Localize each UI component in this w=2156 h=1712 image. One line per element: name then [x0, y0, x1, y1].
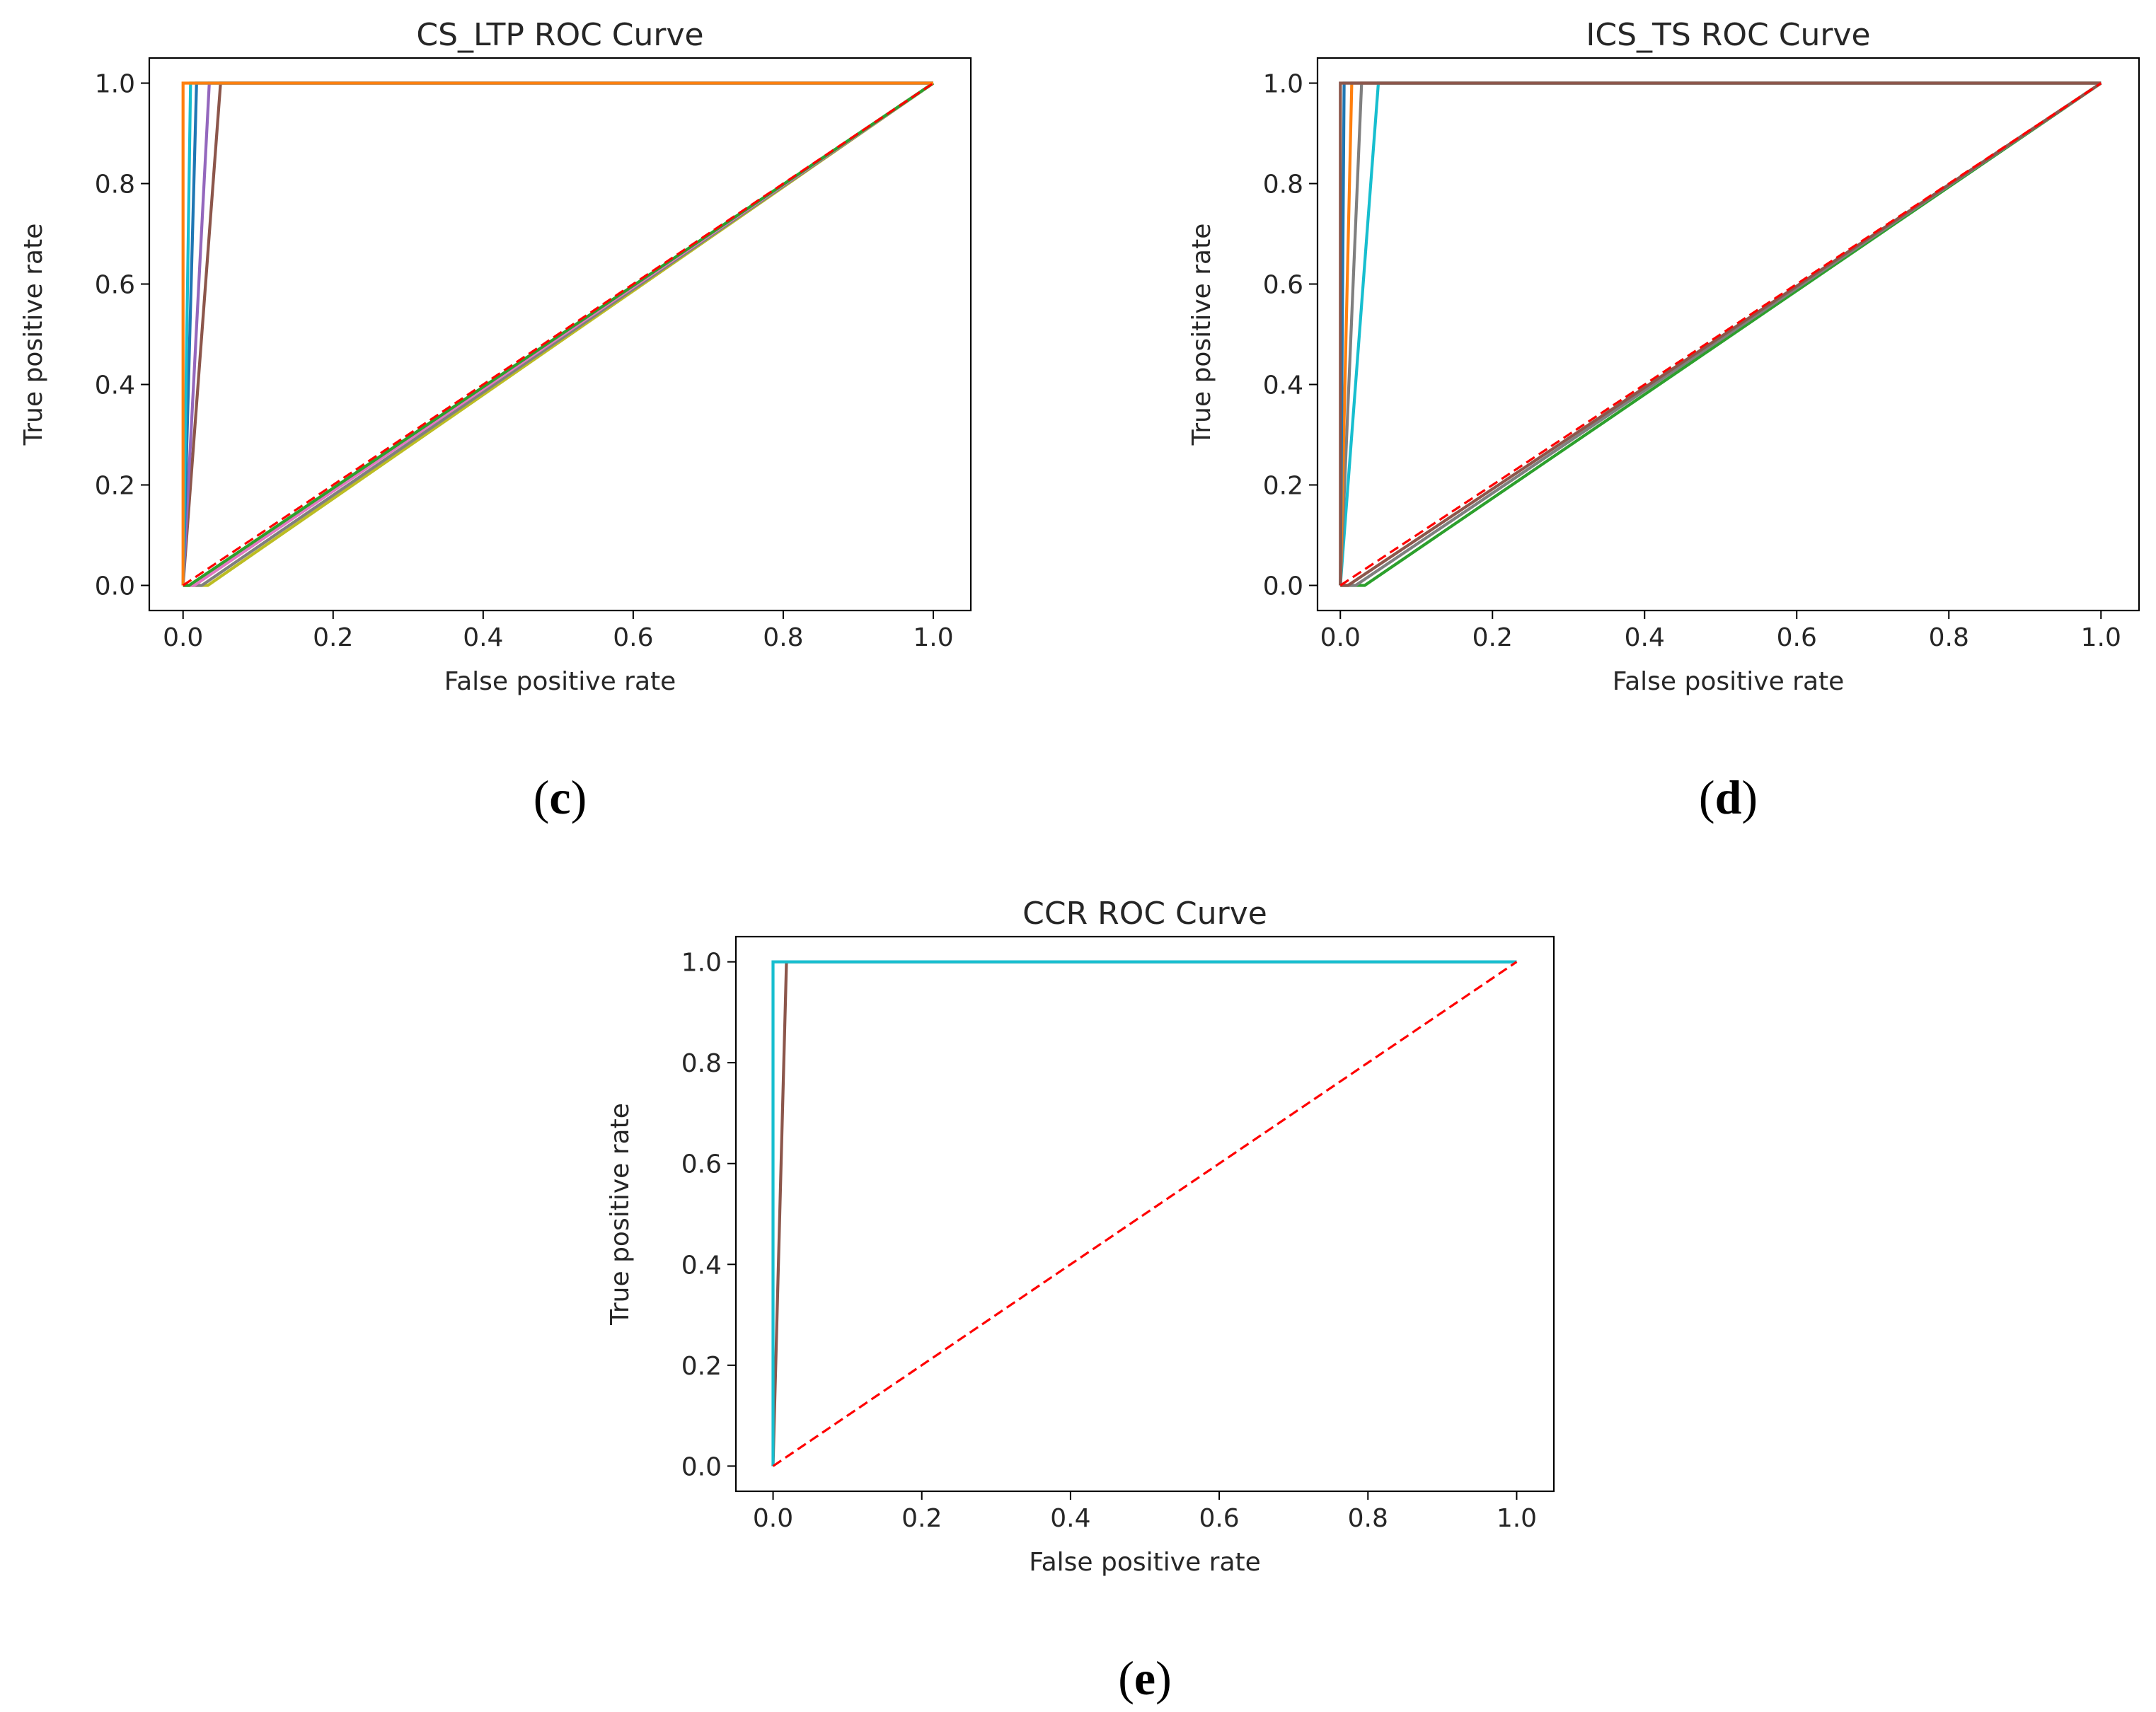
- y-tick-label: 1.0: [681, 949, 722, 978]
- y-tick-label: 0.4: [681, 1251, 722, 1280]
- y-tick-label: 0.2: [95, 472, 135, 501]
- panel-label-e: (e): [1118, 1651, 1172, 1705]
- x-tick-label: 1.0: [2081, 623, 2121, 652]
- x-tick-label: 1.0: [1497, 1504, 1537, 1533]
- x-tick-label: 1.0: [913, 623, 953, 652]
- series-class-brown-low: [1340, 81, 2102, 587]
- series-class-orange: [181, 81, 933, 586]
- plot-frame: [1316, 57, 2140, 612]
- x-tick-label: 0.6: [613, 623, 653, 652]
- plot-area: [181, 81, 935, 587]
- y-tick-label: 0.6: [681, 1150, 722, 1179]
- y-tick-label: 0.4: [1263, 371, 1303, 400]
- ccr-roc-chart: CCR ROC Curve False positive rate True p…: [606, 896, 1555, 1705]
- x-tick-label: 0.4: [1050, 1504, 1090, 1533]
- panel-label-d: (d): [1699, 770, 1758, 824]
- plot-frame: [734, 935, 1555, 1493]
- plot-area: [771, 960, 1518, 1467]
- panel-letter: c: [549, 770, 570, 824]
- y-axis-label: True positive rate: [606, 1103, 635, 1326]
- ics-ts-roc-chart: ICS_TS ROC Curve False positive rate Tru…: [1187, 17, 2140, 824]
- y-tick-label: 0.0: [95, 572, 135, 601]
- y-tick-label: 0.2: [681, 1352, 722, 1381]
- y-tick-label: 0.6: [95, 271, 135, 300]
- x-axis-label: False positive rate: [1029, 1548, 1261, 1577]
- y-tick-label: 1.0: [1263, 70, 1303, 99]
- x-tick-label: 0.0: [1320, 623, 1361, 652]
- x-axis-label: False positive rate: [444, 667, 676, 696]
- ticks: 0.0 0.2 0.4 0.6 0.8 1.0 0.0 0.2 0.4 0.6 0.8 1.0: [1263, 70, 2121, 653]
- y-tick-label: 0.6: [1263, 271, 1303, 300]
- series-class-brown: [1339, 81, 2102, 586]
- y-tick-label: 0.2: [1263, 472, 1303, 501]
- panel-letter: d: [1715, 770, 1742, 824]
- ticks: 0.0 0.2 0.4 0.6 0.8 1.0 0.0 0.2 0.4 0.6 0.8 1.0: [681, 949, 1537, 1533]
- series-chance: [772, 961, 1518, 1467]
- y-tick-label: 0.0: [1263, 572, 1303, 601]
- chart-title: ICS_TS ROC Curve: [1586, 17, 1870, 53]
- y-tick-label: 1.0: [95, 70, 135, 99]
- chart-title: CCR ROC Curve: [1022, 896, 1267, 932]
- y-tick-label: 0.8: [95, 170, 135, 199]
- cs-ltp-roc-chart: CS_LTP ROC Curve False positive rate Tru…: [19, 17, 972, 824]
- series-class-cyan: [771, 960, 1517, 1467]
- ticks: 0.0 0.2 0.4 0.6 0.8 1.0 0.0 0.2 0.4 0.6 0.8 1.0: [95, 70, 954, 653]
- x-tick-label: 0.0: [163, 623, 203, 652]
- y-axis-label: True positive rate: [1187, 224, 1216, 446]
- x-tick-label: 0.4: [1625, 623, 1665, 652]
- panel-label-c: (c): [534, 770, 587, 824]
- series-chance: [1339, 82, 2102, 586]
- x-tick-label: 0.6: [1199, 1504, 1239, 1533]
- panel-letter: e: [1134, 1651, 1155, 1705]
- y-tick-label: 0.8: [681, 1049, 722, 1078]
- x-tick-label: 0.0: [753, 1504, 793, 1533]
- x-tick-label: 0.2: [1472, 623, 1513, 652]
- plot-frame: [148, 57, 972, 612]
- x-axis-label: False positive rate: [1613, 667, 1845, 696]
- x-tick-label: 0.8: [1929, 623, 1969, 652]
- x-tick-label: 0.2: [901, 1504, 942, 1533]
- x-tick-label: 0.8: [763, 623, 803, 652]
- plot-area: [1339, 81, 2102, 587]
- x-tick-label: 0.6: [1777, 623, 1817, 652]
- y-axis-label: True positive rate: [19, 224, 48, 446]
- x-tick-label: 0.2: [313, 623, 353, 652]
- x-tick-label: 0.8: [1348, 1504, 1388, 1533]
- x-tick-label: 0.4: [463, 623, 503, 652]
- chart-title: CS_LTP ROC Curve: [416, 17, 703, 53]
- y-tick-label: 0.0: [681, 1452, 722, 1481]
- y-tick-label: 0.8: [1263, 170, 1303, 199]
- y-tick-label: 0.4: [95, 371, 135, 400]
- series-chance: [182, 82, 934, 586]
